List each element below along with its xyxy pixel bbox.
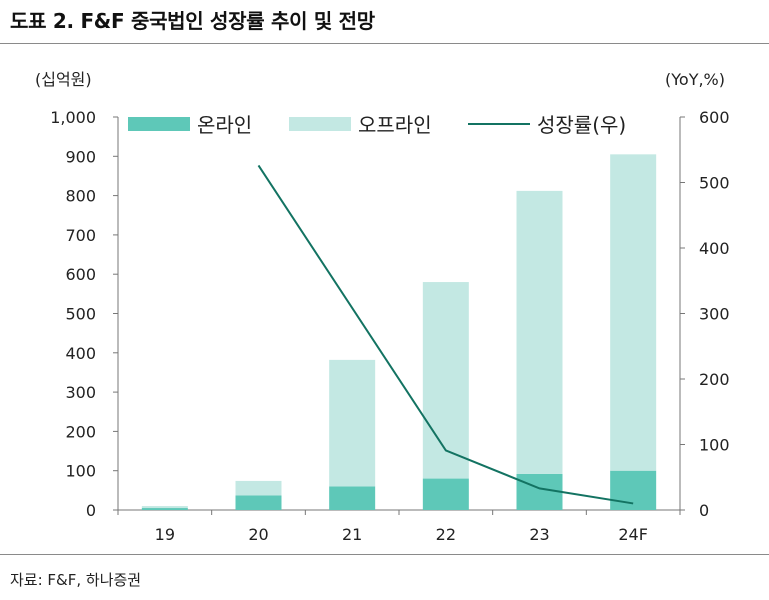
legend-swatch-offline	[289, 117, 351, 131]
bar-offline	[610, 154, 657, 471]
top-rule	[0, 43, 769, 44]
legend-swatch-online	[128, 117, 190, 131]
bottom-rule	[0, 554, 769, 555]
bar-offline	[141, 506, 188, 509]
y-axis-tick-label: 500	[65, 305, 96, 324]
x-axis-tick-label: 21	[342, 525, 362, 544]
x-axis-tick-label: 22	[436, 525, 456, 544]
y-axis-tick-label: 700	[65, 226, 96, 245]
y2-axis-tick-label: 300	[699, 305, 730, 324]
bar-online	[516, 473, 563, 510]
bar-online	[329, 486, 376, 510]
figure-title: 도표 2. F&F 중국법인 성장률 추이 및 전망	[10, 9, 375, 33]
bar-online	[141, 508, 188, 510]
y2-axis-tick-label: 100	[699, 436, 730, 455]
y-axis-unit-label: (십억원)	[35, 70, 92, 89]
bar-offline	[329, 359, 376, 487]
bar-online	[610, 470, 657, 510]
source-note: 자료: F&F, 하나증권	[10, 571, 142, 589]
y2-axis-tick-label: 500	[699, 174, 730, 193]
y2-axis-tick-label: 0	[699, 501, 709, 520]
y-axis-tick-label: 400	[65, 344, 96, 363]
legend-label-growth: 성장률(우)	[537, 113, 626, 137]
legend-label-online: 온라인	[197, 113, 252, 137]
y2-axis-tick-label: 600	[699, 108, 730, 127]
growth-line	[257, 164, 634, 505]
bar-offline	[516, 190, 563, 474]
y-axis-tick-label: 1,000	[50, 108, 96, 127]
x-axis-tick-label: 20	[248, 525, 268, 544]
x-axis-tick-label: 19	[155, 525, 175, 544]
y2-axis-tick-label: 400	[699, 239, 730, 258]
bar-offline	[422, 282, 469, 479]
y-axis-tick-label: 800	[65, 187, 96, 206]
y-axis-tick-label: 200	[65, 422, 96, 441]
y2-axis-unit-label: (YoY,%)	[665, 70, 725, 89]
y-axis-tick-label: 0	[86, 501, 96, 520]
chart: (십억원) (YoY,%)0100200300400500600700800900…	[35, 70, 730, 544]
y-axis-tick-label: 300	[65, 383, 96, 402]
x-axis-tick-label: 24F	[618, 525, 648, 544]
y2-axis-tick-label: 200	[699, 370, 730, 389]
bar-offline	[235, 480, 282, 496]
y-axis-tick-label: 900	[65, 147, 96, 166]
bar-online	[422, 478, 469, 510]
y-axis-tick-label: 100	[65, 462, 96, 481]
legend-label-offline: 오프라인	[358, 113, 432, 137]
y-axis-tick-label: 600	[65, 265, 96, 284]
x-axis-tick-label: 23	[529, 525, 549, 544]
bar-online	[235, 495, 282, 510]
